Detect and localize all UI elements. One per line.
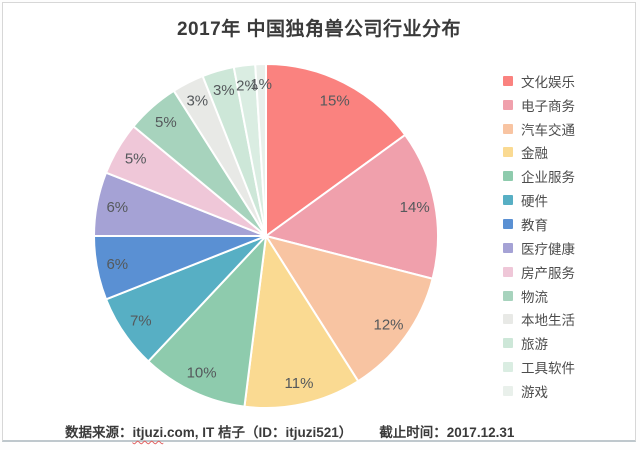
legend-swatch-icon	[503, 75, 513, 86]
legend-label: 本地生活	[521, 313, 575, 329]
pie-slice	[147, 235, 267, 408]
chart-card: 2017年 中国独角兽公司行业分布 15% 14% 12% 11% 10% 7% 6% 6% 5…	[2, 2, 636, 442]
legend-item: 汽车交通	[503, 117, 575, 141]
legend-item: 房产服务	[503, 260, 575, 284]
legend-swatch-icon	[503, 290, 513, 301]
legend-swatch-icon	[503, 195, 513, 206]
legend-swatch-icon	[503, 314, 513, 325]
legend-swatch-icon	[503, 338, 513, 349]
pie-chart: 15%14%12%11%10%7%6%6%5%5%3%3% 2%1%	[93, 63, 440, 409]
source-prefix: 数据来源：	[65, 425, 133, 440]
pie-slice	[265, 235, 434, 383]
legend-label: 企业服务	[521, 170, 575, 186]
legend-swatch-icon	[503, 123, 513, 134]
legend-item: 硬件	[503, 188, 575, 212]
legend-label: 教育	[521, 217, 548, 233]
pie-slice-label: 11%	[285, 375, 314, 392]
pie-slice	[243, 235, 360, 409]
legend-item: 医疗健康	[503, 236, 575, 260]
legend-swatch-icon	[503, 218, 513, 229]
legend-label: 房产服务	[521, 265, 575, 281]
pie-slice	[254, 63, 267, 237]
legend-swatch-icon	[503, 362, 513, 373]
pie-slice-label: 12%	[373, 317, 403, 334]
pie-slice-label: 5%	[125, 151, 147, 168]
legend-swatch-icon	[503, 266, 513, 277]
chart-title: 2017年 中国独角兽公司行业分布	[176, 19, 462, 40]
pie-slice-label: 3%	[213, 82, 235, 99]
pie-slice-label: 6%	[106, 256, 128, 273]
legend: 文化娱乐电子商务汽车交通金融企业服务硬件教育医疗健康房产服务物流本地生活旅游工具…	[503, 69, 575, 403]
legend-item: 文化娱乐	[503, 69, 575, 93]
pie-slice-label: 3%	[186, 93, 208, 110]
legend-label: 医疗健康	[521, 241, 575, 257]
legend-swatch-icon	[503, 99, 513, 110]
pie-slice-label: 1%	[250, 76, 272, 93]
pie-slice-label: 6%	[106, 199, 128, 216]
legend-label: 硬件	[521, 194, 548, 210]
legend-swatch-icon	[503, 147, 513, 158]
legend-label: 汽车交通	[521, 122, 575, 138]
source-link: itjuzi	[132, 425, 164, 440]
legend-item: 电子商务	[503, 93, 575, 117]
legend-item: 工具软件	[503, 355, 575, 379]
data-source-text: 数据来源：itjuzi.com, IT 桔子（ID：itjuzi521）	[65, 421, 352, 441]
pie-slice	[265, 63, 407, 237]
pie-slice-label: 2%	[236, 77, 258, 94]
legend-label: 旅游	[521, 337, 548, 353]
legend-item: 物流	[503, 284, 575, 308]
legend-item: 企业服务	[503, 164, 575, 188]
legend-item: 游戏	[503, 379, 575, 403]
pie-slice-label: 7%	[130, 313, 152, 330]
pie-slice-label: 10%	[187, 365, 217, 382]
legend-item: 教育	[503, 212, 575, 236]
source-suffix: .com, IT 桔子（ID：itjuzi521）	[163, 425, 353, 440]
legend-label: 工具软件	[521, 361, 575, 377]
legend-swatch-icon	[503, 171, 513, 182]
deadline-text: 截止时间：2017.12.31	[379, 425, 515, 440]
legend-item: 本地生活	[503, 307, 575, 331]
legend-label: 游戏	[521, 384, 548, 400]
legend-label: 文化娱乐	[521, 74, 575, 90]
legend-swatch-icon	[503, 242, 513, 253]
pie-slice-label: 15%	[320, 93, 350, 110]
legend-label: 物流	[521, 289, 548, 305]
legend-item: 金融	[503, 141, 575, 165]
legend-label: 金融	[521, 146, 548, 162]
pie-slice-label: 5%	[155, 114, 177, 131]
legend-swatch-icon	[503, 385, 513, 396]
footer: 数据来源：itjuzi.com, IT 桔子（ID：itjuzi521） 截止时…	[65, 421, 514, 441]
pie-slice-label: 14%	[400, 199, 430, 216]
legend-label: 电子商务	[521, 98, 575, 114]
pie-slice	[265, 133, 440, 280]
legend-item: 旅游	[503, 331, 575, 355]
